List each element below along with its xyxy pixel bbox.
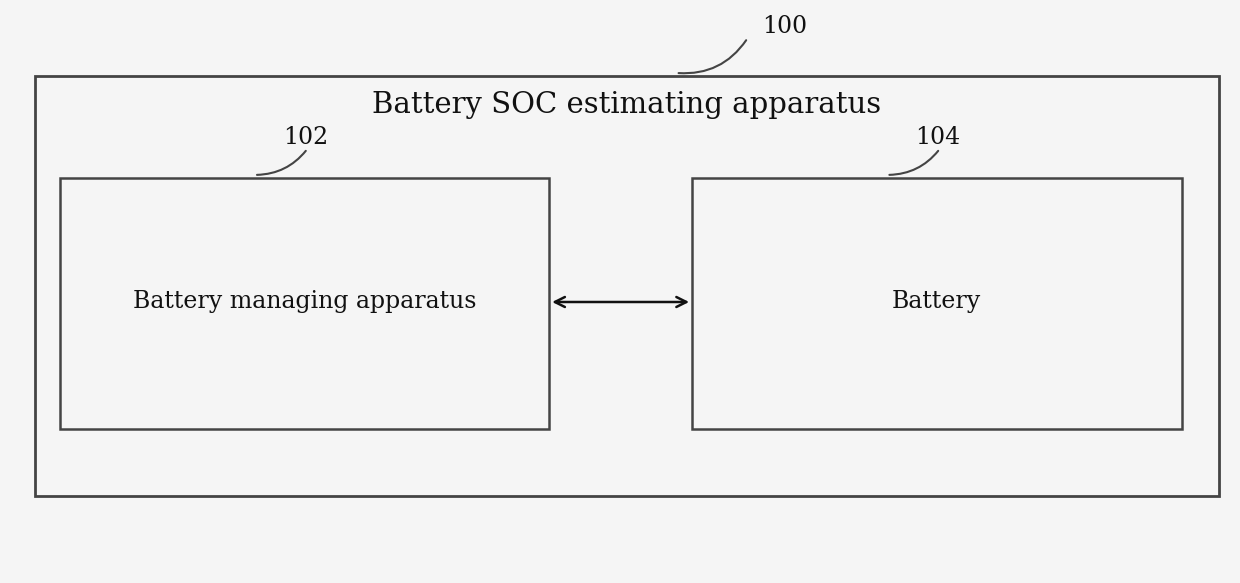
Text: 100: 100 [763, 15, 807, 38]
Text: Battery: Battery [892, 290, 981, 314]
Bar [60, 178, 549, 429]
Text: Battery managing apparatus: Battery managing apparatus [133, 290, 477, 314]
Text: 104: 104 [915, 125, 960, 149]
Bar [692, 178, 1182, 429]
Text: Battery SOC estimating apparatus: Battery SOC estimating apparatus [372, 91, 880, 119]
Bar [35, 76, 1219, 496]
Text: 102: 102 [283, 125, 327, 149]
